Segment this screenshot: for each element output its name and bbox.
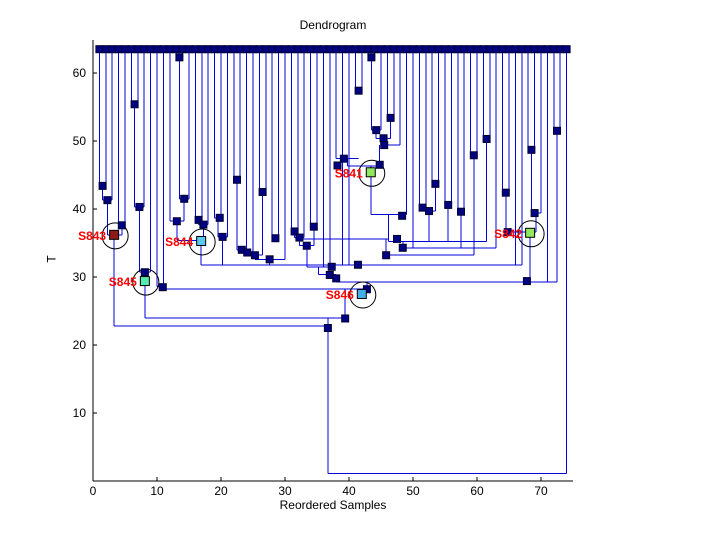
y-tick-label: 30	[73, 270, 87, 284]
y-tick-label: 50	[73, 134, 87, 148]
y-axis-label: T	[44, 255, 59, 263]
node-marker	[382, 251, 391, 260]
node-marker	[218, 232, 227, 241]
node-marker	[398, 243, 407, 252]
node-marker	[327, 262, 336, 271]
x-tick-label: 60	[470, 484, 484, 498]
highlight-circle	[517, 220, 545, 248]
node-marker	[482, 134, 491, 143]
node-marker	[457, 207, 465, 216]
node-marker	[258, 188, 267, 196]
plot-title: Dendrogram	[299, 18, 367, 32]
node-marker	[265, 255, 274, 264]
node-marker	[425, 207, 433, 216]
node-marker	[135, 202, 144, 211]
sample-marker-s843	[109, 229, 120, 240]
node-marker	[98, 181, 107, 190]
node-marker	[503, 228, 512, 237]
sample-label-s843: S843	[78, 229, 106, 243]
node-marker	[372, 126, 381, 135]
sample-label-s842: S842	[494, 227, 522, 241]
sample-label-s845: S845	[109, 275, 137, 289]
sample-label-s846: S846	[326, 288, 354, 302]
highlight-circle	[101, 222, 129, 250]
x-tick-label: 0	[90, 484, 97, 498]
node-marker	[341, 314, 350, 323]
node-marker	[527, 145, 536, 154]
node-marker	[180, 194, 189, 203]
node-marker	[522, 277, 531, 286]
sample-marker-s845	[139, 276, 150, 287]
x-tick-label: 70	[534, 484, 548, 498]
node-marker	[431, 179, 440, 188]
node-marker	[354, 86, 363, 95]
node-marker	[271, 234, 280, 243]
node-marker	[530, 209, 539, 218]
node-marker	[290, 227, 299, 236]
sample-marker-s846	[356, 289, 367, 299]
node-marker	[175, 53, 184, 62]
highlight-circle	[188, 228, 216, 256]
node-marker	[444, 200, 453, 209]
node-marker	[302, 241, 311, 250]
node-marker	[386, 113, 395, 122]
node-marker	[309, 222, 318, 231]
y-tick-label: 40	[73, 202, 87, 216]
node-marker	[233, 175, 241, 184]
node-marker	[323, 324, 332, 332]
node-marker	[158, 283, 167, 292]
sample-marker-s844	[196, 235, 207, 246]
node-marker	[367, 53, 376, 62]
sample-marker-s841	[365, 167, 376, 178]
node-marker	[398, 211, 407, 220]
highlight-circle	[349, 281, 377, 309]
x-tick-label: 20	[214, 484, 228, 498]
node-marker	[243, 248, 252, 257]
node-marker	[140, 268, 149, 277]
y-tick-label: 20	[73, 338, 87, 352]
y-tick-label: 10	[73, 406, 87, 420]
node-marker	[172, 217, 181, 226]
node-marker	[553, 126, 561, 135]
node-marker	[380, 141, 389, 150]
node-marker	[379, 134, 388, 143]
node-marker	[215, 213, 224, 222]
node-marker	[117, 221, 126, 230]
node-marker	[339, 154, 348, 163]
x-axis-label: Reordered Samples	[279, 498, 387, 512]
y-tick-label: 60	[73, 66, 87, 80]
sample-marker-s842	[525, 227, 536, 238]
node-marker	[130, 100, 139, 109]
node-marker	[103, 196, 112, 205]
node-marker	[562, 45, 571, 54]
node-marker	[501, 188, 510, 197]
node-marker	[295, 233, 304, 242]
node-marker	[199, 220, 208, 229]
x-tick-label: 10	[150, 484, 164, 498]
node-marker	[332, 274, 341, 283]
node-marker	[194, 215, 203, 224]
x-tick-label: 50	[406, 484, 420, 498]
node-marker	[250, 251, 259, 260]
highlight-circle	[358, 159, 386, 187]
x-tick-label: 30	[278, 484, 292, 498]
node-marker	[393, 234, 401, 243]
sample-label-s841: S841	[335, 166, 363, 180]
x-tick-label: 40	[342, 484, 356, 498]
node-marker	[333, 161, 342, 170]
node-marker	[353, 260, 362, 269]
node-marker	[375, 160, 384, 169]
sample-label-s844: S844	[165, 235, 193, 249]
node-marker	[469, 151, 478, 160]
